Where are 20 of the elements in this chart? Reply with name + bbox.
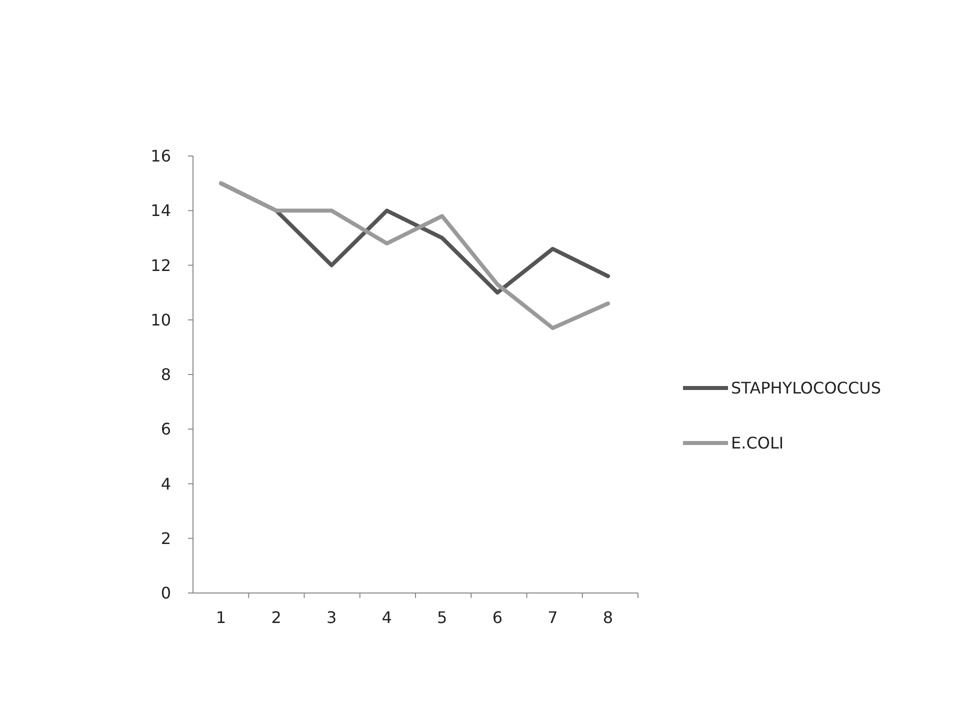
y-tick-label: 6 [160,420,171,439]
x-tick-label: 7 [548,608,558,627]
y-tick-label: 0 [160,584,171,603]
line-series [219,181,610,330]
y-tick-label: 10 [150,310,171,330]
legend-label: E.COLI [731,434,784,453]
y-tick-label: 4 [160,474,171,494]
y-tick-label: 12 [150,256,171,275]
x-tick-label: 6 [492,608,503,627]
x-tick-label: 1 [216,608,226,627]
x-tick-label: 3 [326,608,337,627]
y-tick-label: 2 [160,528,171,548]
x-tick-label: 2 [271,608,282,627]
legend-label: STAPHYLOCOCCUS [731,378,881,398]
x-tick-label: 5 [437,608,448,627]
y-tick-label: 14 [150,201,171,220]
y-tick-label: 16 [150,146,171,166]
x-tick-label: 8 [602,608,614,627]
x-tick-label: 4 [382,608,392,627]
y-tick-label: 8 [160,365,171,384]
